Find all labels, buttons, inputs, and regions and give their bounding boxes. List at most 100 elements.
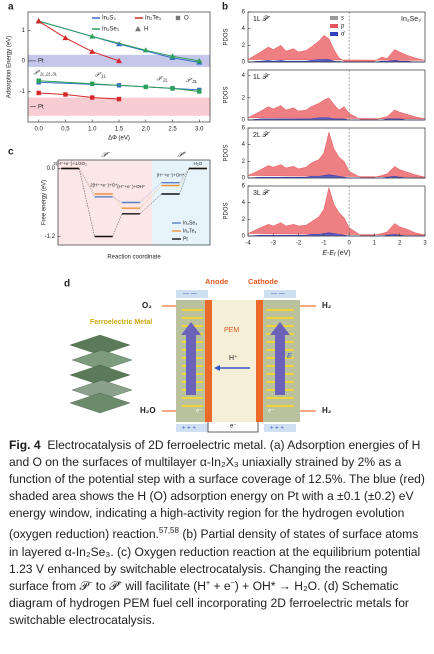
charge-label: + + + — [270, 426, 284, 432]
connector — [179, 168, 190, 195]
y-tick-label: 0 — [242, 118, 246, 124]
point — [36, 90, 41, 96]
cathode-plate — [256, 300, 263, 422]
region — [152, 160, 210, 245]
point — [62, 34, 69, 41]
arrowhead — [214, 365, 220, 371]
x-tick-label: 2.0 — [142, 127, 151, 133]
series-area — [247, 131, 426, 179]
annotation: 𝒫⁻2L — [156, 75, 168, 83]
y-tick-label: 0 — [242, 60, 246, 66]
x-tick-label: 3.0 — [195, 127, 204, 133]
point — [169, 53, 176, 59]
legend-label: s — [341, 16, 344, 22]
series-area — [247, 97, 426, 121]
legend-label: In₂Te₃ — [145, 16, 162, 22]
legend-label: O — [184, 16, 189, 22]
point — [116, 96, 122, 102]
circuit-wire — [207, 422, 259, 433]
annotation-symbol: 𝒫⁻ — [186, 76, 193, 83]
point — [170, 86, 175, 91]
x-tick-label: -1 — [321, 241, 327, 247]
legend-label: H — [144, 27, 148, 33]
connector — [179, 168, 190, 183]
pem-label: PEM — [224, 327, 239, 334]
x-tick-label: 2 — [398, 241, 402, 247]
point — [196, 57, 203, 64]
x-tick-label: 1.5 — [115, 127, 124, 133]
y-tick-label: 4 — [242, 200, 246, 206]
legend-swatch — [330, 16, 338, 20]
anode-label: Anode — [205, 277, 228, 286]
panel-label: c — [8, 147, 14, 158]
y-tick-label: 2 — [242, 43, 246, 49]
x-axis-label: Reaction coordinate — [107, 255, 161, 261]
electrode — [176, 424, 208, 432]
electrode — [264, 424, 296, 432]
annotation: In₂Se₃ — [401, 16, 421, 23]
fuel-cell-diagram: d Anode Cathode O₂ H₂ Ferroelectric — [64, 277, 332, 433]
caption: Fig. 4 Electrocatalysis of 2D ferroelect… — [9, 437, 427, 651]
annotation-sub: 2L — [162, 78, 169, 83]
point — [89, 48, 96, 54]
proton-label: H⁺ — [229, 355, 238, 362]
region-header: 𝒫⁺ — [177, 151, 186, 159]
electron-label: e⁻ — [196, 409, 203, 415]
point — [35, 18, 42, 24]
x-tick-label: 0 — [347, 241, 351, 247]
point — [90, 81, 95, 87]
point — [197, 89, 202, 94]
y-tick-label: 0 — [242, 176, 246, 182]
gas-arrows — [162, 305, 316, 412]
y-axis-label: Adsorption Energy (eV) — [7, 36, 13, 98]
connector — [179, 168, 190, 186]
annotation: 𝒫⁻1L — [95, 71, 107, 79]
y-tick-label: 6 — [242, 184, 246, 190]
connector — [112, 196, 123, 203]
y-tick-label: -1 — [20, 89, 26, 95]
citation: 57,58 — [158, 526, 179, 536]
annotation-symbol: 𝒫⁻ — [156, 75, 163, 82]
point — [142, 47, 149, 53]
x-axis-label: E-Ef (eV) — [322, 250, 350, 258]
y-axis-label: PDOS — [224, 144, 230, 161]
subplot-title: 1L 𝒫⁻ — [253, 74, 271, 81]
band-label: Pt — [38, 104, 44, 110]
x-tick-label: 0.0 — [35, 127, 44, 133]
x-tick-label: 3 — [423, 241, 427, 247]
plot-frame — [247, 127, 426, 179]
subplot-title: 2L 𝒫⁻ — [253, 132, 271, 139]
caption-label: Fig. 4 — [9, 438, 41, 452]
y-tick-label: 4 — [242, 73, 246, 79]
subplot-title: 1L 𝒫⁺ — [253, 15, 271, 23]
connector — [78, 168, 95, 197]
y-axis-label: PDOS — [224, 202, 230, 219]
annotation: 𝒫⁺1L,2L,3L — [33, 69, 57, 77]
step-label: H₂O — [193, 161, 202, 166]
series-area — [247, 186, 426, 237]
legend-label: In₂Se₃ — [183, 220, 197, 226]
legend-label: In₂Te₃ — [183, 228, 196, 234]
legend-marker — [135, 26, 141, 32]
field-arrow — [181, 322, 201, 395]
y-axis-label: PDOS — [224, 86, 230, 103]
legend-swatch — [330, 32, 338, 36]
y-tick-label: 6 — [242, 10, 246, 16]
point — [63, 92, 68, 97]
caption-text: Fig. 4 Electrocatalysis of 2D ferroelect… — [9, 437, 427, 629]
plot-frame — [247, 185, 426, 237]
pem-membrane — [212, 300, 256, 422]
step-label: 2(H⁺+e⁻)+1/2O₂ — [53, 161, 87, 166]
field-label: E — [287, 353, 292, 360]
charge-label: + + + — [182, 426, 196, 432]
x-tick-label: 1.0 — [88, 127, 97, 133]
legend-marker — [175, 15, 181, 21]
x-tick-label: 1 — [373, 241, 377, 247]
step-label: (H⁺+e⁻)+OH* — [117, 184, 145, 189]
legend-label: p — [340, 24, 345, 30]
series-line — [38, 92, 120, 100]
caption-body: (b) Partial density of states of surface… — [9, 527, 421, 627]
y-axis-label: Free energy (eV) — [42, 180, 48, 225]
step-label: (H⁺+e⁻)+OH* — [157, 173, 185, 178]
